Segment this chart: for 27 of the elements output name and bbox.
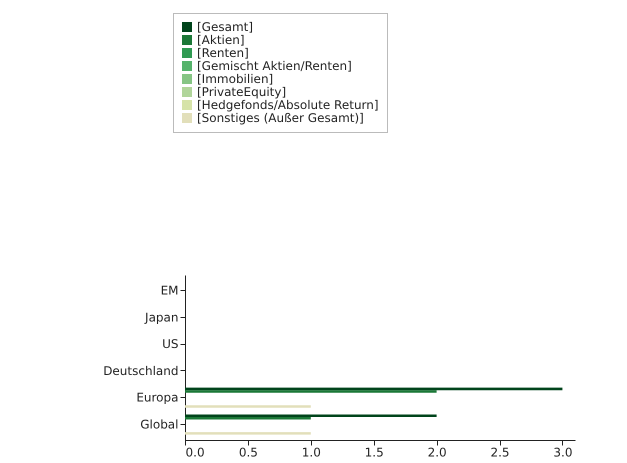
y-tick-label: US bbox=[162, 337, 178, 352]
y-tick-label: Global bbox=[140, 418, 178, 432]
legend-label: [Renten] bbox=[197, 46, 249, 60]
x-tick-label: 0.0 bbox=[186, 446, 205, 460]
legend-label: [Immobilien] bbox=[197, 72, 274, 86]
bar bbox=[185, 414, 437, 418]
legend-label: [Aktien] bbox=[197, 33, 245, 47]
legend-label: [Gesamt] bbox=[197, 20, 254, 34]
legend-label: [PrivateEquity] bbox=[197, 85, 286, 99]
y-tick-label: Japan bbox=[144, 310, 178, 324]
x-tick-label: 3.0 bbox=[553, 446, 572, 460]
legend-label: [Sonstiges (Außer Gesamt)] bbox=[197, 111, 364, 125]
legend-label: [Hedgefonds/Absolute Return] bbox=[197, 98, 379, 112]
y-tick-label: Deutschland bbox=[103, 364, 178, 378]
y-tick-label: Europa bbox=[136, 390, 178, 405]
bar bbox=[185, 432, 311, 435]
x-tick-label: 1.5 bbox=[364, 446, 384, 460]
bar bbox=[185, 417, 311, 420]
x-tick-label: 1.0 bbox=[302, 446, 321, 460]
bar bbox=[185, 388, 562, 390]
legend-label: [Gemischt Aktien/Renten] bbox=[197, 59, 352, 73]
y-tick-label: EM bbox=[160, 283, 178, 298]
x-tick-label: 0.5 bbox=[238, 446, 258, 460]
bar bbox=[185, 390, 437, 393]
x-tick-label: 2.0 bbox=[428, 446, 447, 460]
x-tick-label: 2.5 bbox=[490, 446, 510, 460]
bar bbox=[185, 405, 311, 408]
